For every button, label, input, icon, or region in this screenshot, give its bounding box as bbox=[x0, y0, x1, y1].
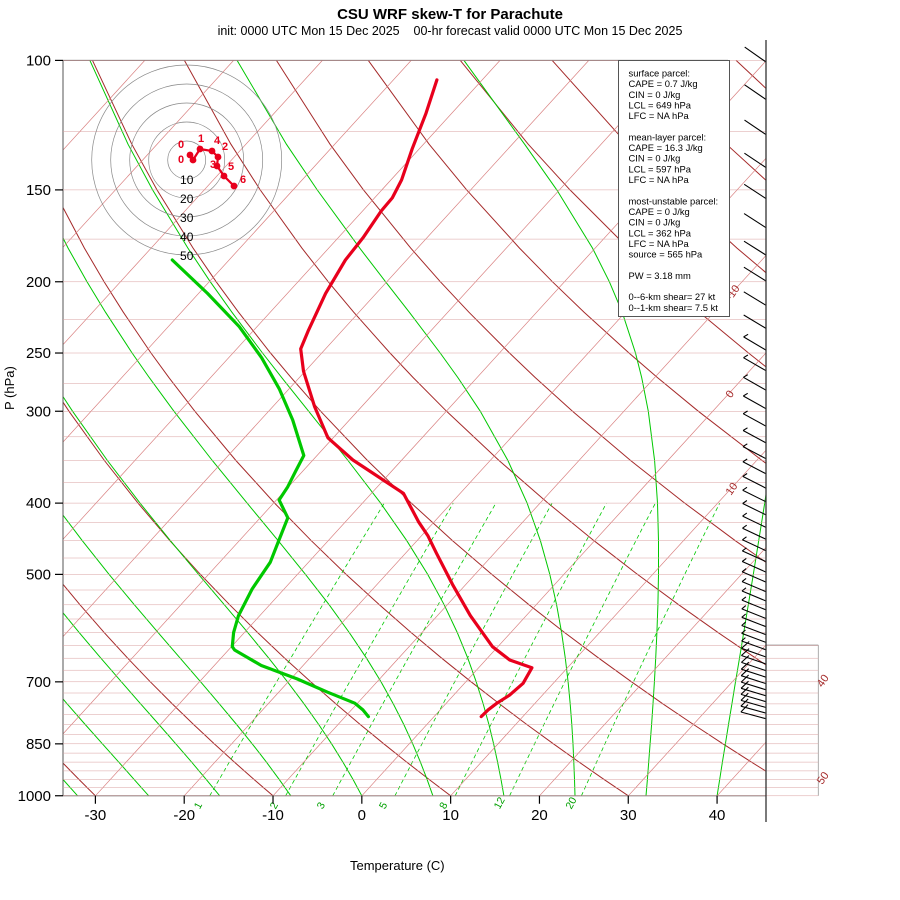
svg-text:1: 1 bbox=[198, 133, 204, 145]
svg-text:12: 12 bbox=[492, 795, 508, 811]
svg-text:-20: -20 bbox=[173, 807, 195, 824]
svg-text:20: 20 bbox=[180, 192, 194, 206]
svg-text:0: 0 bbox=[724, 388, 737, 400]
svg-text:CIN = 0 J/kg: CIN = 0 J/kg bbox=[629, 89, 681, 100]
svg-text:1000: 1000 bbox=[18, 788, 51, 805]
svg-text:CAPE = 16.3 J/kg: CAPE = 16.3 J/kg bbox=[629, 142, 703, 153]
svg-text:0: 0 bbox=[178, 154, 184, 166]
svg-text:250: 250 bbox=[26, 345, 51, 362]
svg-text:-30: -30 bbox=[85, 807, 107, 824]
svg-text:10: 10 bbox=[724, 481, 741, 498]
svg-text:150: 150 bbox=[26, 182, 51, 199]
svg-text:0--6-km shear= 27 kt: 0--6-km shear= 27 kt bbox=[629, 291, 716, 302]
svg-text:LFC = NA hPa: LFC = NA hPa bbox=[629, 174, 690, 185]
svg-text:LCL = 362 hPa: LCL = 362 hPa bbox=[629, 227, 692, 238]
svg-text:10: 10 bbox=[442, 807, 459, 824]
svg-text:40: 40 bbox=[709, 807, 726, 824]
svg-text:850: 850 bbox=[26, 736, 51, 753]
svg-text:400: 400 bbox=[26, 495, 51, 512]
svg-text:500: 500 bbox=[26, 566, 51, 583]
svg-text:20: 20 bbox=[531, 807, 548, 824]
svg-text:200: 200 bbox=[26, 274, 51, 291]
svg-text:LFC = NA hPa: LFC = NA hPa bbox=[629, 238, 690, 249]
svg-text:30: 30 bbox=[620, 807, 637, 824]
svg-text:5: 5 bbox=[377, 800, 390, 811]
svg-text:surface parcel:: surface parcel: bbox=[629, 68, 691, 79]
svg-text:LFC = NA hPa: LFC = NA hPa bbox=[629, 110, 690, 121]
svg-text:2: 2 bbox=[222, 141, 228, 153]
svg-text:20: 20 bbox=[563, 795, 579, 811]
svg-text:PW = 3.18 mm: PW = 3.18 mm bbox=[629, 270, 691, 281]
svg-text:50: 50 bbox=[180, 249, 194, 263]
svg-text:700: 700 bbox=[26, 674, 51, 691]
svg-text:-10: -10 bbox=[262, 807, 284, 824]
svg-text:0: 0 bbox=[178, 139, 184, 151]
svg-text:source = 565 hPa: source = 565 hPa bbox=[629, 249, 704, 260]
svg-text:3: 3 bbox=[210, 159, 216, 171]
svg-text:10: 10 bbox=[180, 173, 194, 187]
svg-text:0: 0 bbox=[358, 807, 366, 824]
svg-text:50: 50 bbox=[815, 770, 832, 787]
svg-text:40: 40 bbox=[815, 673, 832, 690]
svg-text:30: 30 bbox=[180, 211, 194, 225]
svg-text:300: 300 bbox=[26, 403, 51, 420]
svg-text:LCL = 597 hPa: LCL = 597 hPa bbox=[629, 163, 692, 174]
svg-text:40: 40 bbox=[180, 230, 194, 244]
svg-text:CIN = 0 J/kg: CIN = 0 J/kg bbox=[629, 217, 681, 228]
svg-text:mean-layer parcel:: mean-layer parcel: bbox=[629, 131, 707, 142]
svg-text:5: 5 bbox=[228, 161, 234, 173]
svg-text:3: 3 bbox=[315, 800, 328, 811]
svg-text:4: 4 bbox=[214, 135, 221, 147]
svg-text:CAPE = 0 J/kg: CAPE = 0 J/kg bbox=[629, 206, 690, 217]
svg-text:6: 6 bbox=[240, 174, 246, 186]
svg-text:LCL = 649 hPa: LCL = 649 hPa bbox=[629, 99, 692, 110]
svg-text:100: 100 bbox=[26, 52, 51, 69]
svg-text:CAPE = 0.7 J/kg: CAPE = 0.7 J/kg bbox=[629, 78, 698, 89]
svg-text:most-unstable parcel:: most-unstable parcel: bbox=[629, 195, 719, 206]
svg-text:CIN = 0 J/kg: CIN = 0 J/kg bbox=[629, 153, 681, 164]
svg-text:0--1-km shear= 7.5 kt: 0--1-km shear= 7.5 kt bbox=[629, 302, 719, 313]
